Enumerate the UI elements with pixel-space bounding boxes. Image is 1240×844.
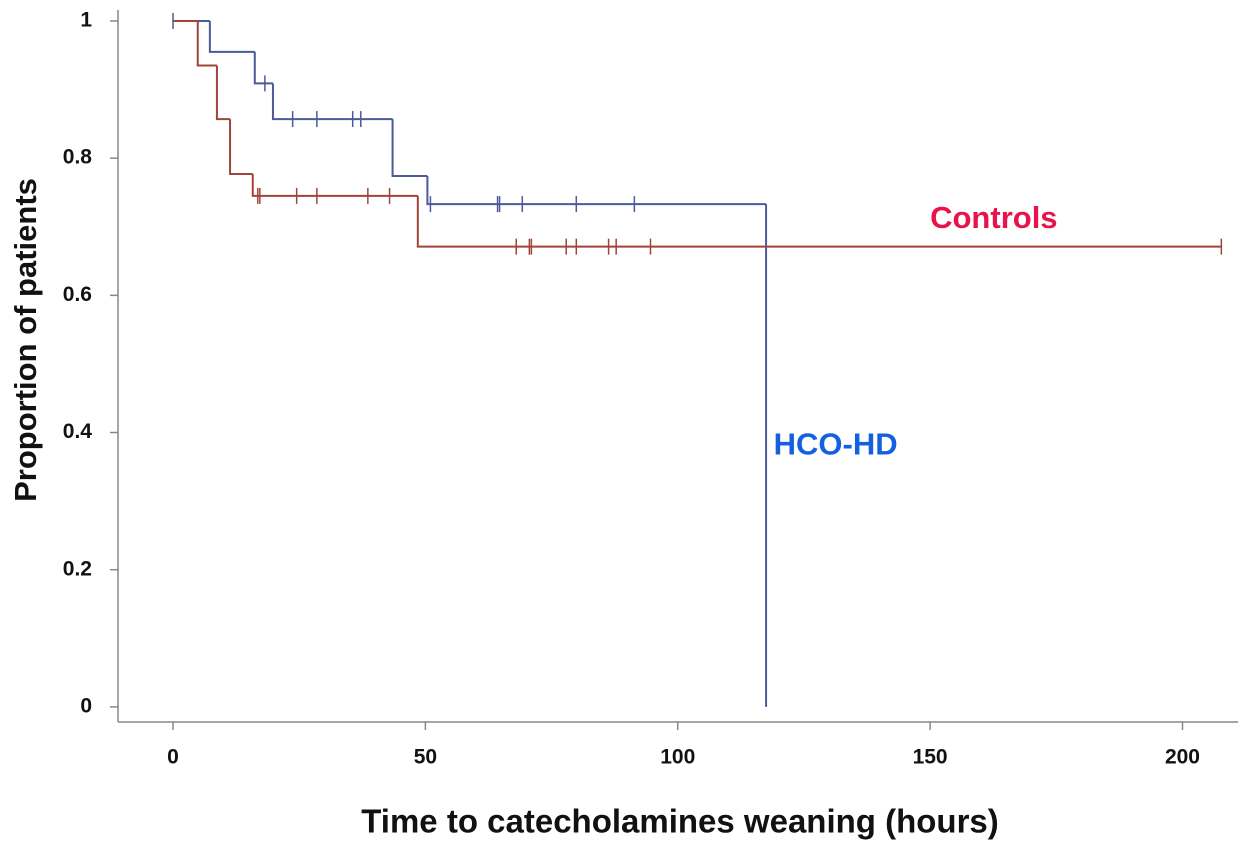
survival-step xyxy=(416,195,1222,248)
survival-step xyxy=(196,20,217,67)
x-tick-label: 0 xyxy=(167,746,179,769)
x-axis-title: Time to catecholamines weaning (hours) xyxy=(361,803,999,840)
survival-step xyxy=(251,173,418,197)
y-tick-label: 0.8 xyxy=(63,146,93,169)
x-tick-label: 50 xyxy=(414,746,437,769)
survival-step xyxy=(391,119,428,177)
survival-step xyxy=(208,20,255,53)
y-tick-label: 0 xyxy=(80,694,92,717)
y-tick-label: 1 xyxy=(80,9,92,32)
x-tick-label: 150 xyxy=(913,746,948,769)
survival-step xyxy=(271,83,393,121)
survival-step xyxy=(215,65,231,121)
y-tick-label: 0.4 xyxy=(63,420,93,443)
y-axis-title: Proportion of patients xyxy=(8,178,43,502)
survival-step xyxy=(253,51,273,85)
y-tick-label: 0.6 xyxy=(63,283,92,306)
survival-step xyxy=(426,175,767,206)
x-tick-label: 200 xyxy=(1165,746,1200,769)
x-tick-label: 100 xyxy=(660,746,695,769)
series-label: HCO-HD xyxy=(774,426,898,461)
y-tick-label: 0.2 xyxy=(63,557,92,580)
survival-step xyxy=(229,119,253,175)
series-label: Controls xyxy=(930,200,1057,235)
